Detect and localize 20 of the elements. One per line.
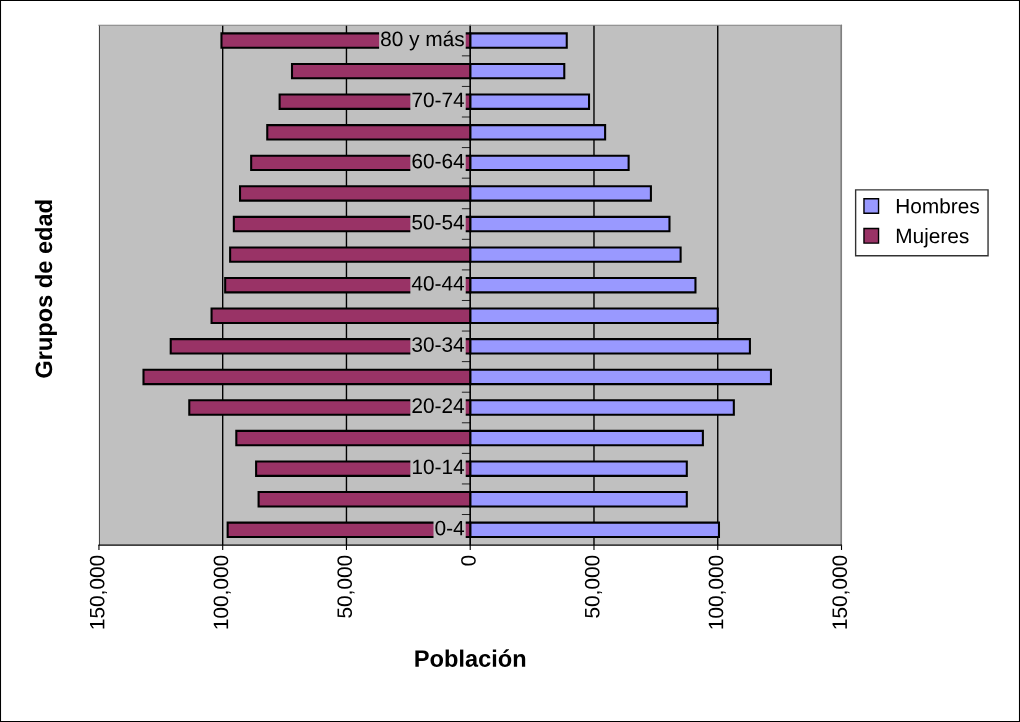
y-tick-label: 30-34 <box>412 337 465 352</box>
x-tick-label: 50,000 <box>584 555 603 618</box>
legend-label: Hombres <box>896 198 979 214</box>
x-axis-title: Población <box>415 649 526 667</box>
x-tick-label: 0 <box>461 555 476 566</box>
y-tick-label: 50-54 <box>412 214 465 230</box>
y-tick-label: 60-64 <box>412 153 465 169</box>
x-tick-label: 150,000 <box>89 555 107 629</box>
y-axis-title: Grupos de edad <box>34 200 57 378</box>
x-tick-label: 100,000 <box>708 555 726 629</box>
x-tick-label: 100,000 <box>213 555 231 629</box>
x-tick-label: 50,000 <box>337 555 355 618</box>
y-tick-label: 40-44 <box>411 276 465 291</box>
y-tick-label: 20-24 <box>412 398 465 414</box>
y-tick-label: 70-74 <box>412 92 465 108</box>
y-tick-label: 10-14 <box>412 459 465 475</box>
legend-label: Mujeres <box>896 228 969 248</box>
x-tick-label: 150,000 <box>832 555 850 629</box>
y-tick-label: 80 y más <box>381 30 464 51</box>
y-tick-label: 0-4 <box>435 520 465 536</box>
